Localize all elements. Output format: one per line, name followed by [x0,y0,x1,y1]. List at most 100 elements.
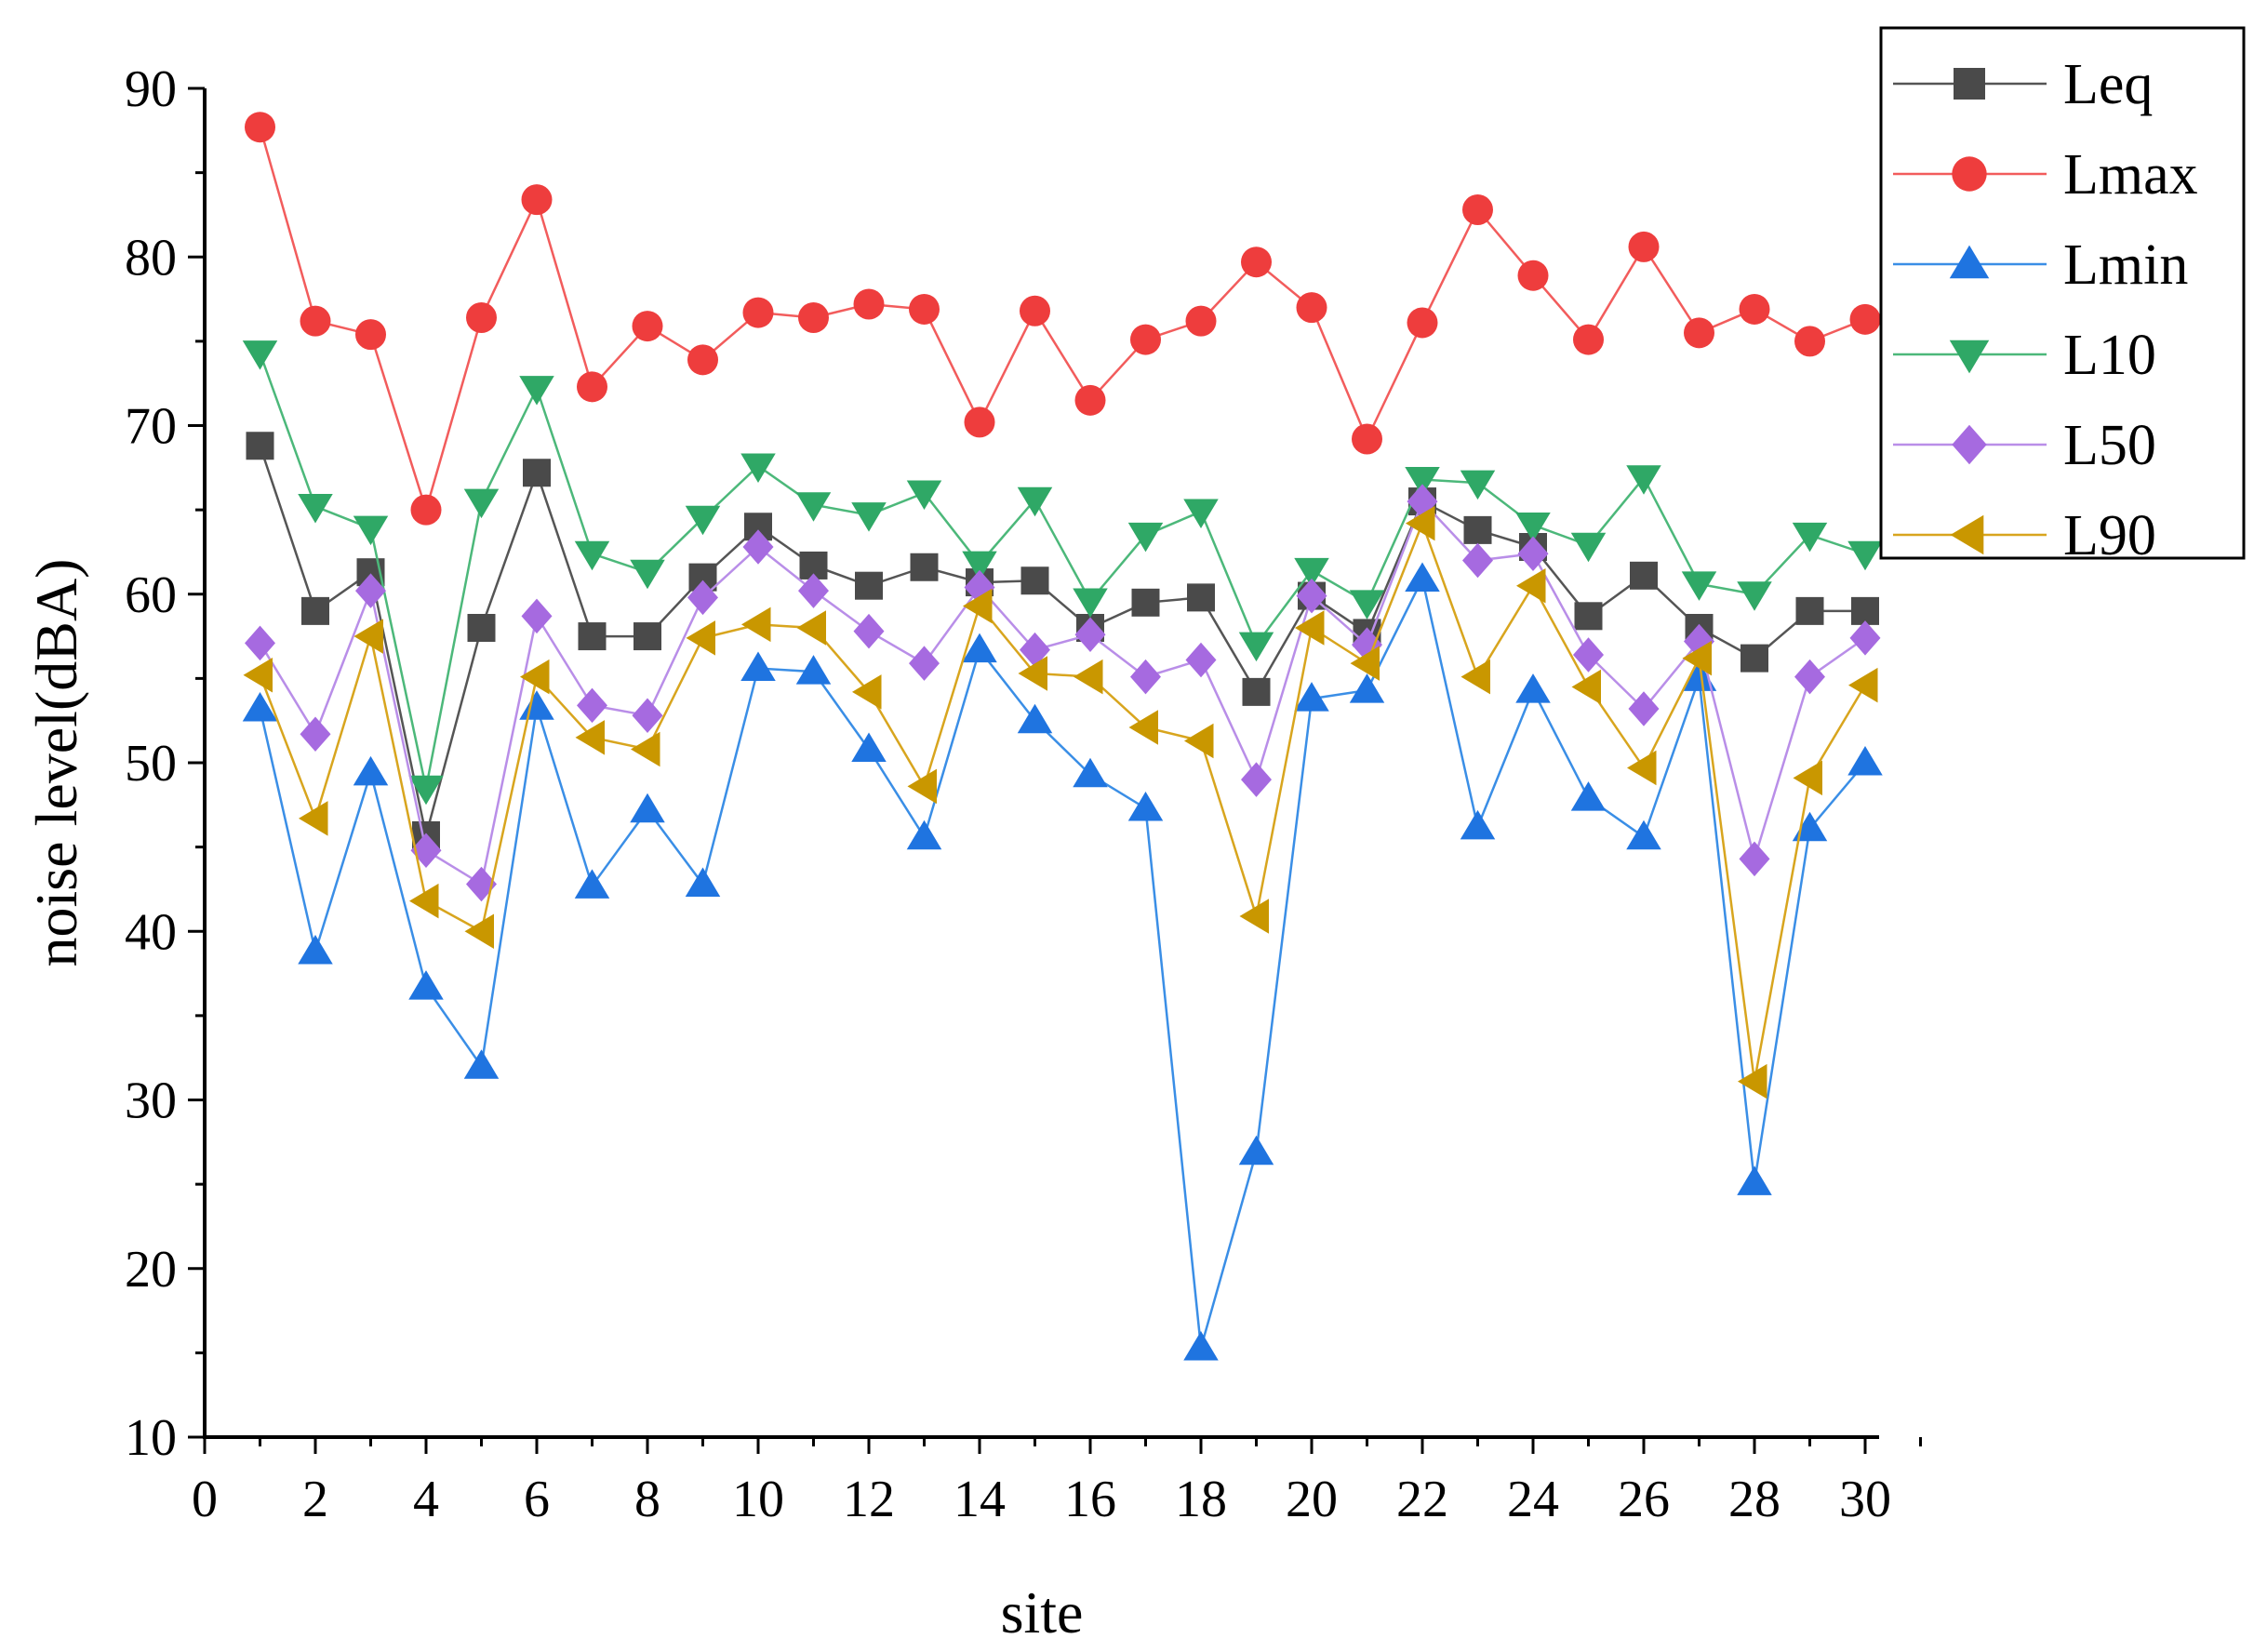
series-line-l50 [259,499,1866,886]
data-point-l90 [1239,899,1269,934]
data-point-l90 [796,610,826,646]
data-point-l90 [963,588,993,624]
data-point-l10 [851,502,887,532]
data-point-leq [1630,561,1658,590]
series-l10 [242,340,1883,806]
data-point-l90 [353,619,383,654]
y-tick-label: 30 [125,1072,177,1130]
series-leq [246,432,1879,849]
data-point-l50 [798,573,829,608]
y-tick-label: 20 [125,1241,177,1299]
data-point-leq [467,614,496,642]
data-point-lmin [1681,661,1717,691]
data-point-l50 [1241,762,1272,797]
data-point-lmax [1020,295,1050,326]
data-point-lmax [1296,292,1327,324]
data-point-l10 [1570,532,1607,563]
data-point-leq [1131,588,1160,617]
data-point-leq [1242,677,1271,706]
data-point-leq [1741,644,1768,673]
data-point-l50 [300,716,331,752]
data-point-l10 [1792,522,1828,553]
data-point-l50 [687,580,718,616]
data-point-leq [910,553,939,581]
series [242,112,1883,1361]
data-point-l10 [630,559,665,590]
data-point-lmin [851,732,887,762]
data-point-l50 [245,625,275,661]
y-tick-label: 10 [125,1409,177,1467]
data-point-lmax [1074,384,1106,416]
data-point-l90 [243,658,273,693]
data-point-l90 [686,620,715,656]
legend-label-lmax: Lmax [2063,143,2198,206]
data-point-l50 [1074,617,1106,652]
data-point-l10 [242,340,278,370]
data-point-l10 [1405,467,1440,497]
x-axis-title: site [1001,1579,1084,1645]
data-point-lmax [687,344,718,376]
data-point-lmin [1847,746,1883,776]
data-point-lmax [1407,307,1438,339]
data-point-lmin [1349,673,1385,703]
data-point-leq [523,459,551,487]
data-point-l90 [1074,659,1103,695]
data-point-l90 [1848,667,1878,703]
y-tick-label: 50 [125,735,177,793]
data-point-l50 [1739,841,1770,877]
data-point-l50 [1130,659,1161,695]
data-point-lmax [466,302,497,333]
data-point-lmax [521,184,553,216]
legend: Leq Lmax Lmin L10 L50 L90 [1879,26,2246,567]
data-point-l90 [852,674,882,710]
data-point-l90 [520,659,550,695]
data-point-l10 [408,775,444,806]
data-point-lmin [1238,1135,1274,1166]
x-tick-label: 26 [1618,1471,1670,1528]
data-point-l90 [1295,610,1325,646]
data-point-lmin [1737,1166,1772,1195]
data-point-l90 [741,606,771,643]
data-point-l90 [1128,710,1158,745]
data-point-lmin [1073,757,1108,788]
data-point-l10 [574,540,610,571]
y-axis-title: noise level(dBA) [23,559,89,967]
data-point-lmin [906,819,942,850]
x-tick-label: 18 [1175,1471,1227,1528]
data-point-l50 [1628,691,1660,726]
data-point-lmax [1739,293,1770,325]
legend-label-l50: L50 [2063,414,2156,477]
data-point-l90 [1406,505,1435,541]
series-l90 [243,505,1878,1099]
data-point-l90 [1350,646,1380,681]
data-point-lmax [1517,260,1549,291]
data-point-l10 [353,515,389,546]
data-point-l50 [521,598,553,634]
x-tick-label: 22 [1396,1471,1448,1528]
data-point-lmax [742,297,774,328]
y-tick-label: 60 [125,566,177,624]
data-point-l10 [1349,590,1385,620]
data-point-lmax [1794,326,1825,357]
data-point-lmax [1573,324,1604,355]
legend-label-leq: Leq [2063,53,2153,116]
data-point-l10 [1460,470,1496,500]
data-point-lmax [1352,423,1382,455]
legend-marker-l10 [1949,340,1990,374]
x-tick-label: 0 [192,1471,218,1528]
data-point-l90 [907,768,937,805]
data-point-l10 [1626,465,1661,495]
data-point-l50 [1296,578,1327,614]
data-point-leq [1020,566,1049,595]
data-point-lmin [298,935,333,965]
data-point-l10 [685,505,721,536]
data-point-lmin [408,970,444,1000]
data-point-lmax [1130,324,1161,355]
data-point-leq [1851,596,1879,625]
data-point-l50 [909,646,940,681]
data-point-lmax [1185,305,1217,337]
legend-label-l90: L90 [2063,504,2156,567]
data-point-l90 [1682,640,1712,676]
data-point-l50 [1794,659,1825,695]
series-line-lmin [259,575,1866,1349]
